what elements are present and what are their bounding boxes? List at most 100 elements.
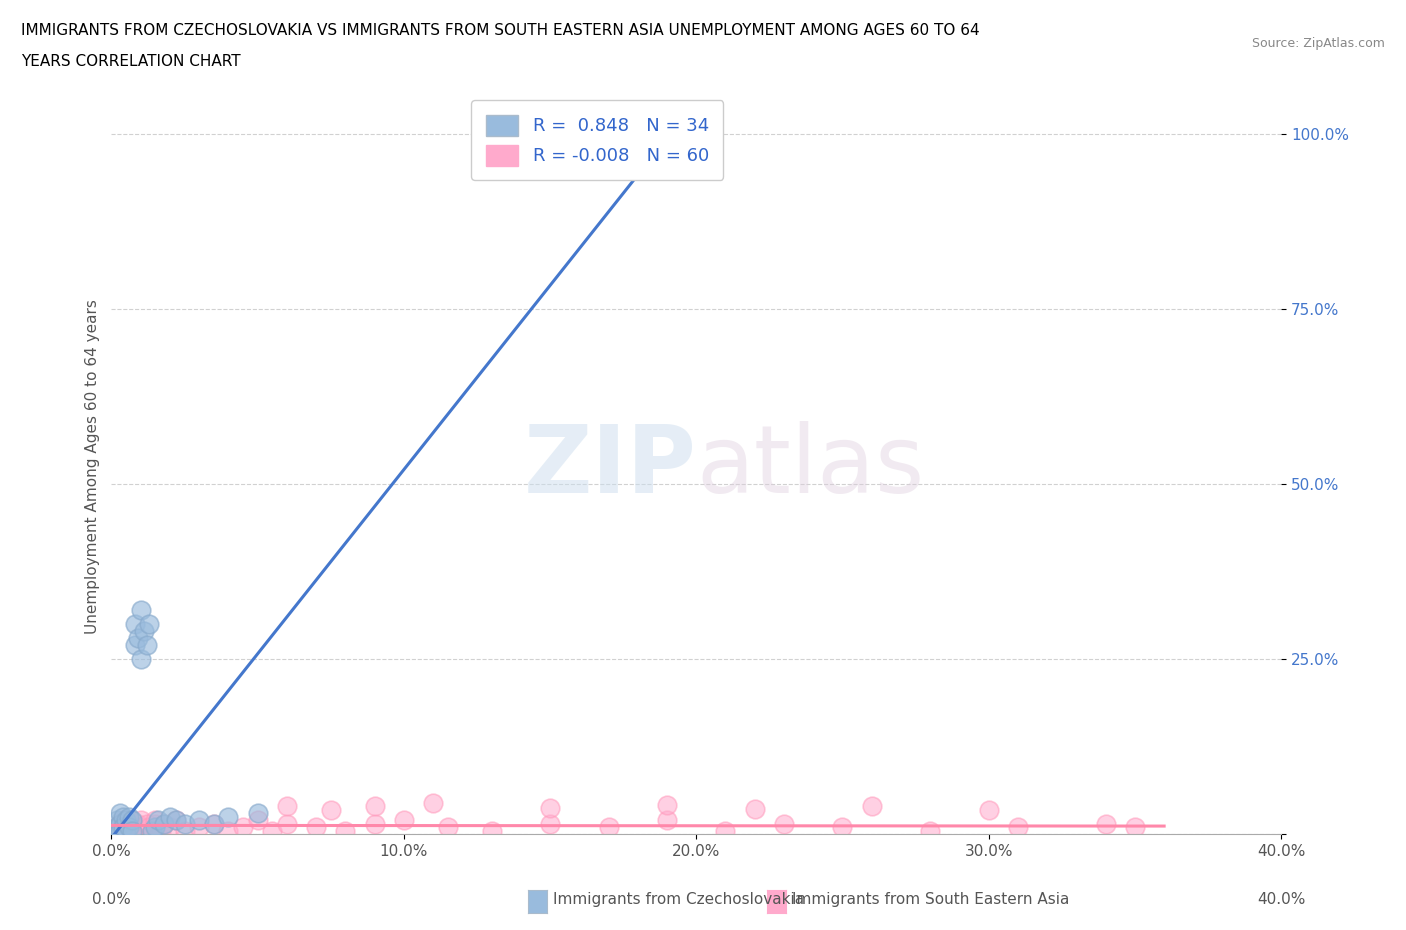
Point	[121, 824, 143, 839]
Point	[115, 824, 138, 839]
Point	[143, 820, 166, 835]
Point	[148, 820, 170, 835]
Point	[105, 820, 128, 835]
Point	[159, 820, 181, 835]
Point	[132, 624, 155, 639]
Point	[977, 803, 1000, 817]
Point	[135, 817, 157, 831]
Point	[108, 806, 131, 821]
Y-axis label: Unemployment Among Ages 60 to 64 years: Unemployment Among Ages 60 to 64 years	[86, 299, 100, 634]
Point	[112, 820, 135, 835]
Point	[138, 820, 160, 835]
Point	[112, 813, 135, 828]
Point	[135, 638, 157, 653]
Point	[217, 824, 239, 839]
Point	[202, 817, 225, 831]
Point	[115, 824, 138, 839]
Point	[165, 813, 187, 828]
Legend: R =  0.848   N = 34, R = -0.008   N = 60: R = 0.848 N = 34, R = -0.008 N = 60	[471, 100, 724, 180]
Point	[173, 824, 195, 839]
Point	[129, 820, 152, 835]
Point	[105, 813, 128, 828]
Point	[920, 824, 942, 839]
Point	[118, 813, 141, 828]
Point	[436, 820, 458, 835]
Point	[141, 824, 163, 839]
Point	[112, 809, 135, 824]
Point	[138, 617, 160, 631]
Point	[148, 813, 170, 828]
Text: Immigrants from South Eastern Asia: Immigrants from South Eastern Asia	[792, 892, 1069, 907]
Point	[232, 820, 254, 835]
Point	[276, 817, 298, 831]
Text: 40.0%: 40.0%	[1257, 892, 1305, 907]
Point	[153, 817, 176, 831]
Point	[108, 817, 131, 831]
Text: YEARS CORRELATION CHART: YEARS CORRELATION CHART	[21, 54, 240, 69]
Point	[108, 824, 131, 839]
Point	[159, 809, 181, 824]
Point	[744, 802, 766, 817]
Point	[188, 820, 211, 835]
Point	[121, 817, 143, 831]
Point	[143, 817, 166, 831]
Point	[422, 795, 444, 810]
Point	[124, 638, 146, 653]
Point	[831, 820, 853, 835]
Point	[103, 824, 125, 839]
Point	[335, 824, 357, 839]
Point	[124, 617, 146, 631]
Point	[115, 817, 138, 831]
Point	[108, 824, 131, 839]
Point	[655, 813, 678, 828]
Point	[129, 813, 152, 828]
Point	[217, 809, 239, 824]
Point	[118, 820, 141, 835]
Point	[108, 817, 131, 831]
Text: ZIP: ZIP	[523, 420, 696, 512]
Point	[165, 813, 187, 828]
Point	[150, 824, 173, 839]
Point	[246, 806, 269, 821]
Text: Source: ZipAtlas.com: Source: ZipAtlas.com	[1251, 37, 1385, 50]
Point	[538, 801, 561, 816]
Point	[129, 652, 152, 667]
Point	[124, 824, 146, 839]
Point	[319, 803, 342, 817]
Point	[773, 817, 796, 831]
Point	[118, 820, 141, 835]
Point	[118, 809, 141, 824]
Text: atlas: atlas	[696, 420, 925, 512]
Point	[1123, 820, 1146, 835]
Point	[141, 824, 163, 839]
Point	[112, 820, 135, 835]
Point	[121, 813, 143, 828]
Point	[305, 820, 328, 835]
Point	[363, 799, 385, 814]
Text: 0.0%: 0.0%	[91, 892, 131, 907]
Point	[860, 799, 883, 814]
Point	[655, 798, 678, 813]
Point	[121, 824, 143, 839]
Point	[202, 817, 225, 831]
Point	[1007, 820, 1029, 835]
Point	[105, 820, 128, 835]
Point	[538, 817, 561, 831]
Point	[124, 820, 146, 835]
Text: Immigrants from Czechoslovakia: Immigrants from Czechoslovakia	[553, 892, 804, 907]
Point	[598, 820, 620, 835]
Point	[1094, 817, 1116, 831]
Point	[363, 817, 385, 831]
Point	[276, 799, 298, 814]
Point	[173, 817, 195, 831]
Point	[127, 631, 149, 645]
Point	[127, 817, 149, 831]
Point	[481, 824, 503, 839]
Point	[392, 813, 415, 828]
Point	[246, 813, 269, 828]
Point	[153, 817, 176, 831]
Text: IMMIGRANTS FROM CZECHOSLOVAKIA VS IMMIGRANTS FROM SOUTH EASTERN ASIA UNEMPLOYMEN: IMMIGRANTS FROM CZECHOSLOVAKIA VS IMMIGR…	[21, 23, 980, 38]
Point	[132, 824, 155, 839]
Point	[143, 813, 166, 828]
Point	[655, 126, 678, 141]
